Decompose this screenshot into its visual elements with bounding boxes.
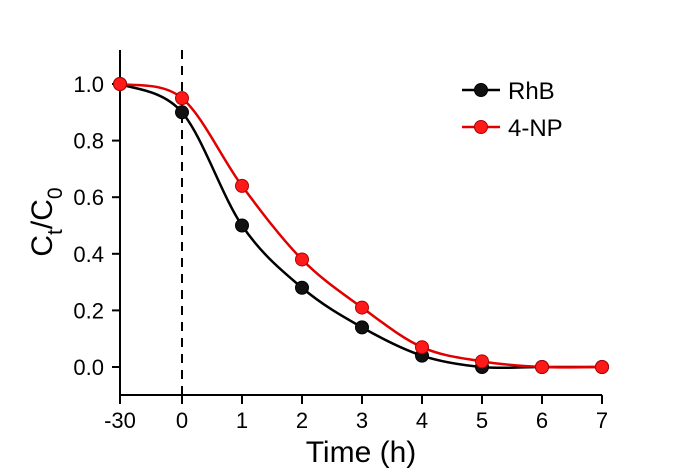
data-point-4np bbox=[113, 77, 127, 91]
y-title-sub-t: t bbox=[44, 229, 67, 235]
legend-marker-4np bbox=[474, 120, 488, 134]
y-title-c2: C bbox=[26, 199, 59, 221]
y-tick-label: 0.0 bbox=[73, 355, 104, 380]
svg-text:Ct/C0: Ct/C0 bbox=[26, 187, 67, 256]
y-title-c1: C bbox=[26, 235, 59, 257]
data-point-4np bbox=[175, 91, 189, 106]
data-point-4np bbox=[475, 354, 489, 369]
legend-entry-rhb: RhB bbox=[462, 78, 555, 105]
x-ticks: -30 0 1 2 3 4 5 6 7 bbox=[104, 395, 608, 433]
y-tick-label: 0.8 bbox=[73, 129, 104, 154]
legend: RhB 4-NP bbox=[462, 78, 563, 142]
x-tick-label: 4 bbox=[416, 408, 428, 433]
y-title-slash: / bbox=[26, 220, 59, 229]
y-tick-label: 0.4 bbox=[73, 242, 104, 267]
data-point-4np bbox=[295, 252, 309, 267]
data-point-4np bbox=[535, 360, 549, 374]
legend-entry-4np: 4-NP bbox=[462, 115, 563, 142]
x-tick-label: 7 bbox=[596, 408, 608, 433]
data-point-rhb bbox=[295, 280, 309, 295]
x-tick-label: 5 bbox=[476, 408, 488, 433]
x-tick-label: 3 bbox=[356, 408, 368, 433]
data-point-4np bbox=[235, 178, 249, 193]
x-tick-label: 6 bbox=[536, 408, 548, 433]
data-point-rhb bbox=[355, 320, 369, 335]
x-axis-title: Time (h) bbox=[306, 436, 417, 469]
y-tick-label: 0.2 bbox=[73, 298, 104, 323]
y-title-sub-0: 0 bbox=[44, 187, 67, 199]
x-tick-label: 1 bbox=[236, 408, 248, 433]
x-tick-label: 2 bbox=[296, 408, 308, 433]
data-point-4np bbox=[355, 300, 369, 315]
legend-label-rhb: RhB bbox=[508, 78, 555, 105]
series-layer bbox=[113, 77, 609, 374]
plot-area: -30 0 1 2 3 4 5 6 7 0.0 0.2 0.4 0.6 0.8 1.0 bbox=[73, 50, 609, 433]
x-tick-label: -30 bbox=[104, 408, 136, 433]
data-point-4np bbox=[595, 360, 609, 374]
y-ticks: 0.0 0.2 0.4 0.6 0.8 1.0 bbox=[73, 72, 120, 380]
y-tick-label: 1.0 bbox=[73, 72, 104, 97]
y-tick-label: 0.6 bbox=[73, 185, 104, 210]
data-point-rhb bbox=[175, 105, 189, 120]
y-axis-title: Ct/C0 bbox=[26, 187, 67, 256]
data-point-rhb bbox=[235, 218, 249, 233]
series-line-4np bbox=[119, 82, 603, 369]
data-point-4np bbox=[415, 340, 429, 355]
legend-marker-rhb bbox=[474, 83, 488, 97]
series-line-rhb bbox=[119, 82, 602, 370]
x-tick-label: 0 bbox=[176, 408, 188, 433]
legend-label-4np: 4-NP bbox=[508, 115, 563, 142]
